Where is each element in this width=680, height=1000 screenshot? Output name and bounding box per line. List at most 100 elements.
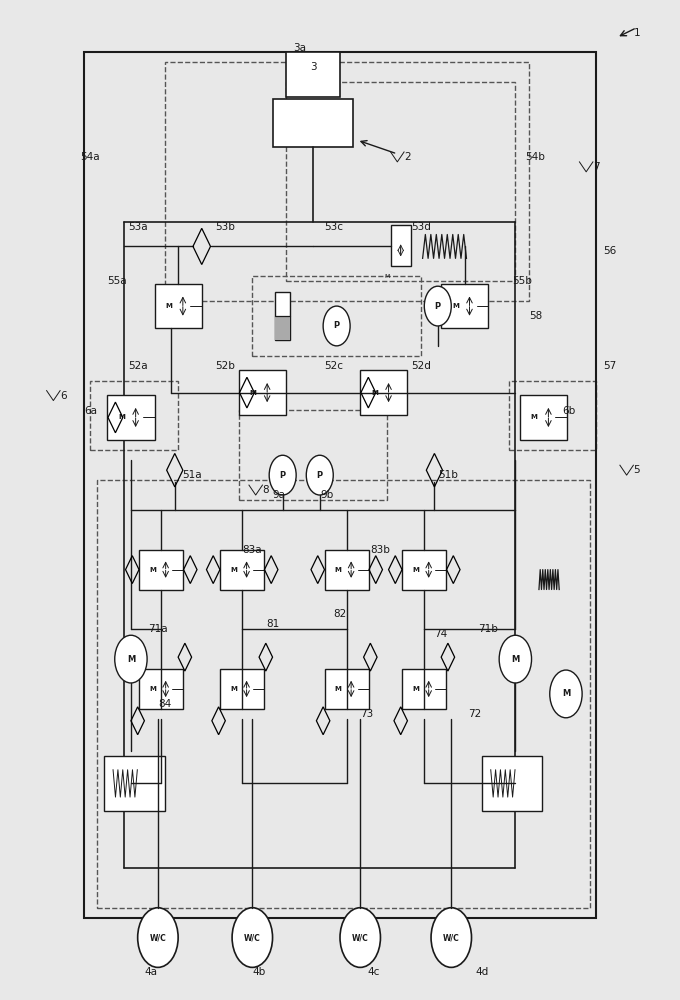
Text: W/C: W/C [443, 933, 460, 942]
Text: 4c: 4c [367, 967, 380, 977]
Bar [220, 669, 264, 709]
Text: 84: 84 [158, 699, 171, 709]
Text: 52c: 52c [324, 361, 343, 371]
Bar [154, 284, 202, 328]
Bar [139, 669, 183, 709]
Text: 6: 6 [60, 391, 67, 401]
Circle shape [549, 670, 582, 718]
Text: 7: 7 [593, 162, 600, 172]
Circle shape [323, 306, 350, 346]
Text: 9a: 9a [273, 490, 286, 500]
Text: 83b: 83b [371, 545, 390, 555]
Text: M: M [149, 686, 156, 692]
Text: 3: 3 [309, 62, 316, 72]
Circle shape [306, 455, 333, 495]
Text: 55a: 55a [107, 276, 127, 286]
Text: 72: 72 [469, 709, 481, 719]
Text: 51a: 51a [182, 470, 201, 480]
Text: 81: 81 [266, 619, 279, 629]
Text: 52b: 52b [216, 361, 235, 371]
Text: 6a: 6a [84, 406, 97, 416]
Text: 57: 57 [603, 361, 616, 371]
Bar [90, 381, 178, 450]
Text: 71b: 71b [479, 624, 498, 634]
Text: M: M [149, 567, 156, 573]
Circle shape [431, 908, 471, 967]
Text: 54a: 54a [81, 152, 100, 162]
Text: W/C: W/C [150, 933, 167, 942]
Text: P: P [435, 302, 441, 311]
Circle shape [269, 455, 296, 495]
Bar [390, 225, 411, 266]
Text: 74: 74 [435, 629, 448, 639]
Text: 51b: 51b [438, 470, 458, 480]
Text: 6b: 6b [562, 406, 576, 416]
Bar [139, 550, 183, 589]
Text: W/C: W/C [352, 933, 369, 942]
Text: 1: 1 [634, 28, 640, 38]
Bar [239, 370, 286, 415]
Bar [275, 292, 290, 340]
Text: 54b: 54b [526, 152, 545, 162]
Text: 55b: 55b [512, 276, 532, 286]
Bar [481, 756, 543, 811]
Text: M: M [412, 567, 419, 573]
Bar [509, 381, 596, 450]
Text: M: M [335, 686, 341, 692]
Text: 53c: 53c [324, 222, 343, 232]
Text: M: M [230, 686, 237, 692]
Text: 4d: 4d [475, 967, 488, 977]
Text: 83a: 83a [243, 545, 262, 555]
Bar [286, 52, 340, 97]
Bar [286, 82, 515, 281]
Text: M: M [384, 274, 390, 279]
Text: 2: 2 [404, 152, 411, 162]
Bar [165, 62, 529, 301]
Text: M: M [371, 390, 378, 396]
Bar [273, 99, 354, 147]
Bar [520, 395, 567, 440]
Bar [252, 276, 421, 356]
Text: 52a: 52a [128, 361, 148, 371]
Bar [403, 550, 446, 589]
Bar [220, 550, 264, 589]
Text: 58: 58 [529, 311, 542, 321]
Bar [97, 480, 590, 908]
Text: 5: 5 [634, 465, 640, 475]
Text: 82: 82 [333, 609, 347, 619]
Bar [360, 370, 407, 415]
Text: M: M [452, 303, 459, 309]
Text: P: P [334, 321, 340, 330]
Text: 53a: 53a [128, 222, 148, 232]
Bar [239, 410, 387, 500]
Text: 8: 8 [262, 485, 269, 495]
Text: 9b: 9b [320, 490, 333, 500]
Text: 53b: 53b [216, 222, 235, 232]
Bar [441, 284, 488, 328]
Text: M: M [118, 414, 125, 420]
Text: M: M [562, 689, 570, 698]
Bar [275, 316, 290, 340]
Text: M: M [511, 655, 520, 664]
Text: M: M [531, 414, 538, 420]
Text: M: M [126, 655, 135, 664]
Bar [107, 395, 154, 440]
Bar [325, 550, 369, 589]
Circle shape [232, 908, 273, 967]
Text: 53d: 53d [411, 222, 431, 232]
Circle shape [424, 286, 452, 326]
Bar [325, 669, 369, 709]
Text: M: M [230, 567, 237, 573]
Text: W/C: W/C [244, 933, 260, 942]
Text: 71a: 71a [148, 624, 168, 634]
Text: 4b: 4b [252, 967, 266, 977]
Text: 56: 56 [603, 246, 616, 256]
Circle shape [340, 908, 381, 967]
Text: 52d: 52d [411, 361, 431, 371]
Text: M: M [165, 303, 172, 309]
Text: 3a: 3a [293, 43, 306, 53]
Bar [403, 669, 446, 709]
Circle shape [137, 908, 178, 967]
Text: P: P [279, 471, 286, 480]
Bar [84, 52, 596, 918]
